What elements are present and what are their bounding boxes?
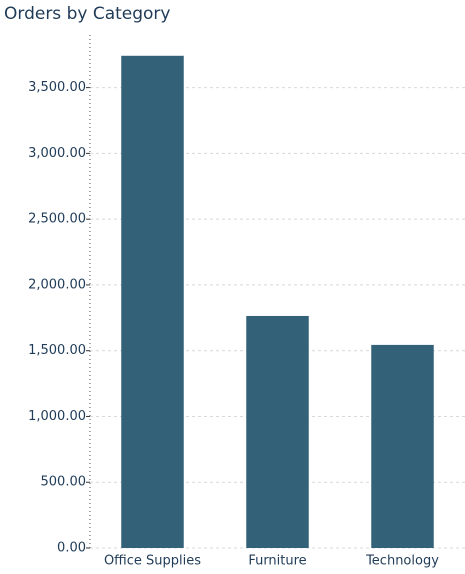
y-tick-label: 1,500.00 xyxy=(28,343,86,358)
bar xyxy=(371,344,434,548)
y-tick-label: 1,000.00 xyxy=(28,409,86,424)
y-tick-label: 2,500.00 xyxy=(28,212,86,227)
y-tick-label: 2,000.00 xyxy=(28,277,86,292)
y-tick-label: 3,500.00 xyxy=(28,80,86,95)
bar xyxy=(121,55,184,548)
x-tick-label: Office Supplies xyxy=(104,554,201,569)
chart-title: Orders by Category xyxy=(4,4,170,24)
x-tick-label: Furniture xyxy=(248,554,306,569)
y-tick-label: 0.00 xyxy=(57,541,86,556)
y-tick-label: 3,000.00 xyxy=(28,146,86,161)
y-tick-label: 500.00 xyxy=(41,475,87,490)
bar xyxy=(246,315,309,548)
x-tick-label: Technology xyxy=(365,554,439,569)
